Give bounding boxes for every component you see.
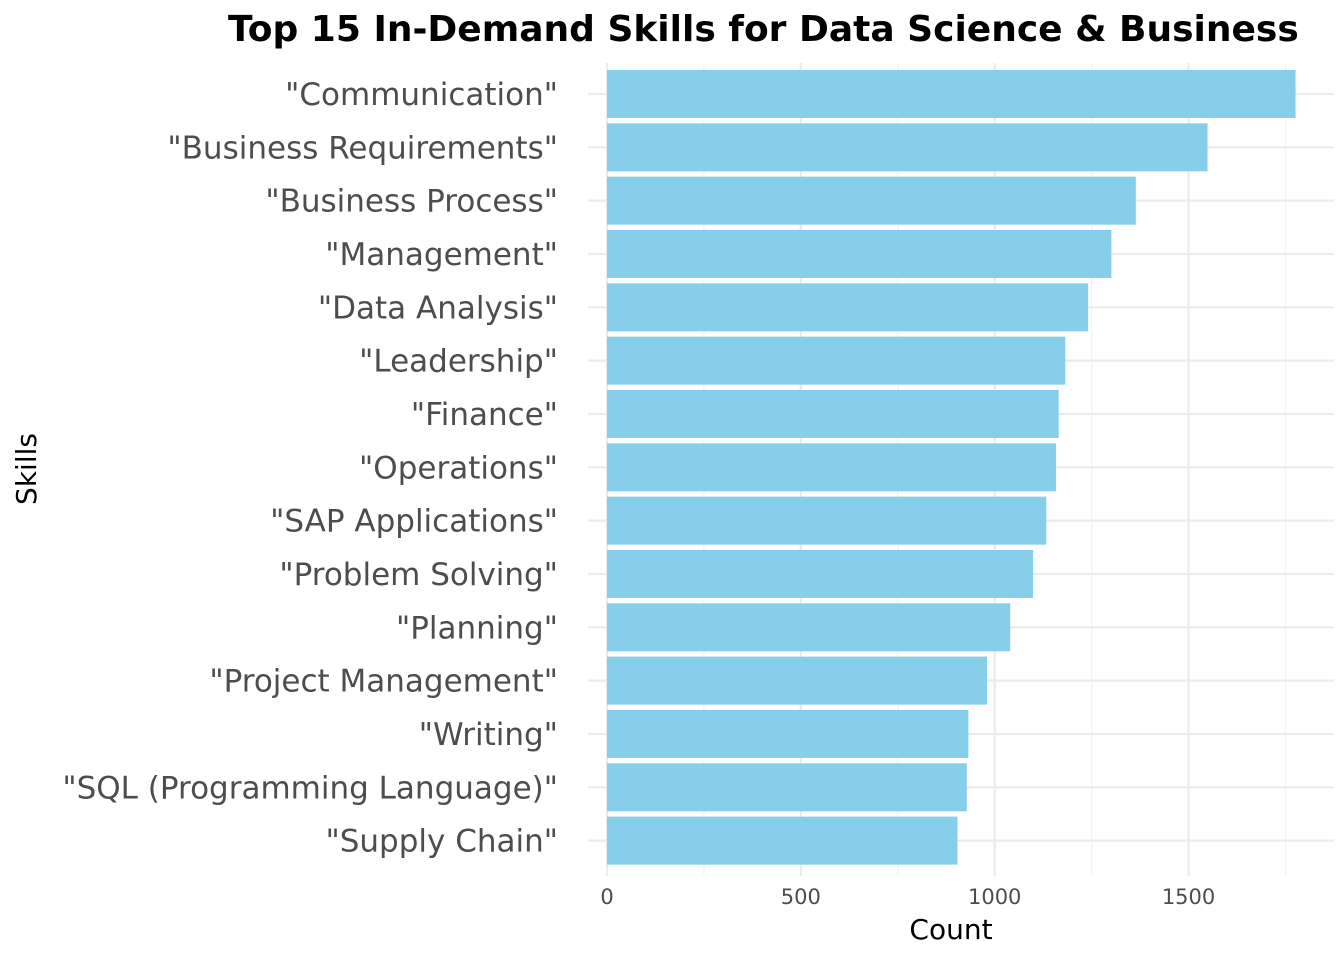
- bar: [607, 496, 1047, 545]
- bar: [607, 816, 958, 865]
- category-label: "Problem Solving": [279, 557, 558, 593]
- category-label: "Supply Chain": [325, 824, 558, 860]
- category-label: "Business Process": [265, 184, 558, 220]
- category-label: "Business Requirements": [167, 130, 558, 166]
- category-label: "Data Analysis": [318, 290, 558, 326]
- category-label: "Writing": [419, 717, 558, 753]
- bar: [607, 123, 1208, 172]
- bar: [607, 336, 1066, 385]
- x-tick-label: 1000: [968, 885, 1021, 909]
- x-tick-label: 500: [781, 885, 821, 909]
- y-axis-title: Skills: [10, 433, 43, 505]
- x-tick-labels: 0 500 1000 1500: [600, 885, 1215, 909]
- category-label: "SAP Applications": [270, 504, 558, 540]
- bar: [607, 283, 1089, 332]
- category-label: "Operations": [359, 450, 558, 486]
- bar: [607, 389, 1059, 438]
- category-labels: "Communication" "Business Requirements" "B…: [62, 77, 558, 860]
- category-label: "Management": [325, 237, 558, 273]
- bar: [607, 549, 1034, 598]
- x-axis-title: Count: [909, 913, 992, 946]
- category-label: "Communication": [285, 77, 558, 113]
- bar: [607, 763, 967, 812]
- bar: [607, 709, 969, 758]
- category-label: "SQL (Programming Language)": [62, 770, 558, 806]
- bar: [607, 70, 1296, 118]
- x-tick-label: 0: [600, 885, 613, 909]
- category-label: "Finance": [411, 397, 558, 433]
- bar: [607, 656, 987, 705]
- bar: [607, 603, 1011, 652]
- category-label: "Leadership": [359, 344, 558, 380]
- chart-title: Top 15 In-Demand Skills for Data Science…: [228, 9, 1299, 50]
- bar: [607, 176, 1136, 225]
- bar: [607, 229, 1112, 278]
- x-tick-label: 1500: [1162, 885, 1215, 909]
- bars: [607, 70, 1296, 865]
- bar: [607, 443, 1056, 492]
- category-label: "Planning": [396, 610, 558, 646]
- category-label: "Project Management": [209, 664, 558, 700]
